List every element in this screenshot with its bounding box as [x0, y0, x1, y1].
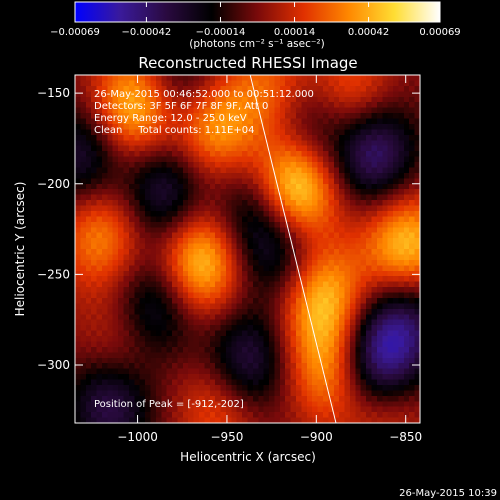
y-tick-label: −200 [37, 177, 70, 191]
colorbar-tick-label: 0.00069 [419, 27, 460, 38]
colorbar: −0.00069 −0.00042 −0.00014 0.00014 0.00042 0.… [50, 1, 461, 50]
info-annotations: 26-May-2015 00:46:52.000 to 00:51:12.000… [94, 89, 314, 136]
colorbar-tick-label: −0.00014 [196, 27, 246, 38]
y-axis-ticks: −150 −200 −250 −300 [37, 86, 420, 372]
colorbar-ticks: −0.00069 −0.00042 −0.00014 0.00014 0.00042 0.… [50, 2, 461, 38]
annotation-time-range: 26-May-2015 00:46:52.000 to 00:51:12.000 [94, 89, 314, 100]
colorbar-gradient [74, 1, 441, 23]
colorbar-tick-label: −0.00042 [122, 27, 172, 38]
y-tick-label: −300 [37, 358, 70, 372]
footer-timestamp: 26-May-2015 10:39 [399, 488, 497, 499]
peak-position-label: Position of Peak = [-912,-202] [94, 399, 244, 410]
x-tick-label: −850 [389, 430, 422, 444]
colorbar-tick-label: −0.00069 [50, 27, 100, 38]
colorbar-tick-label: 0.00042 [348, 27, 389, 38]
x-axis-ticks: −1000 −950 −900 −850 [117, 75, 422, 444]
annotation-detectors: Detectors: 3F 5F 6F 7F 8F 9F, Att 0 [94, 101, 268, 112]
chart-title: Reconstructed RHESSI Image [138, 54, 357, 72]
solar-limb-line [249, 75, 337, 423]
x-tick-label: −950 [210, 430, 243, 444]
y-tick-label: −250 [37, 267, 70, 281]
x-tick-label: −900 [300, 430, 333, 444]
colorbar-unit-label: (photons cm⁻² s⁻¹ asec⁻²) [189, 38, 324, 50]
y-axis-label: Heliocentric Y (arcsec) [13, 182, 27, 317]
colorbar-tick-label: 0.00014 [274, 27, 315, 38]
annotation-clean-counts: Clean Total counts: 1.11E+04 [94, 125, 254, 136]
x-axis-label: Heliocentric X (arcsec) [180, 450, 316, 464]
annotation-energy-range: Energy Range: 12.0 - 25.0 keV [94, 113, 247, 124]
x-tick-label: −1000 [117, 430, 158, 444]
plot-frame [74, 74, 421, 424]
heatmap-image [75, 75, 420, 423]
y-tick-label: −150 [37, 86, 70, 100]
